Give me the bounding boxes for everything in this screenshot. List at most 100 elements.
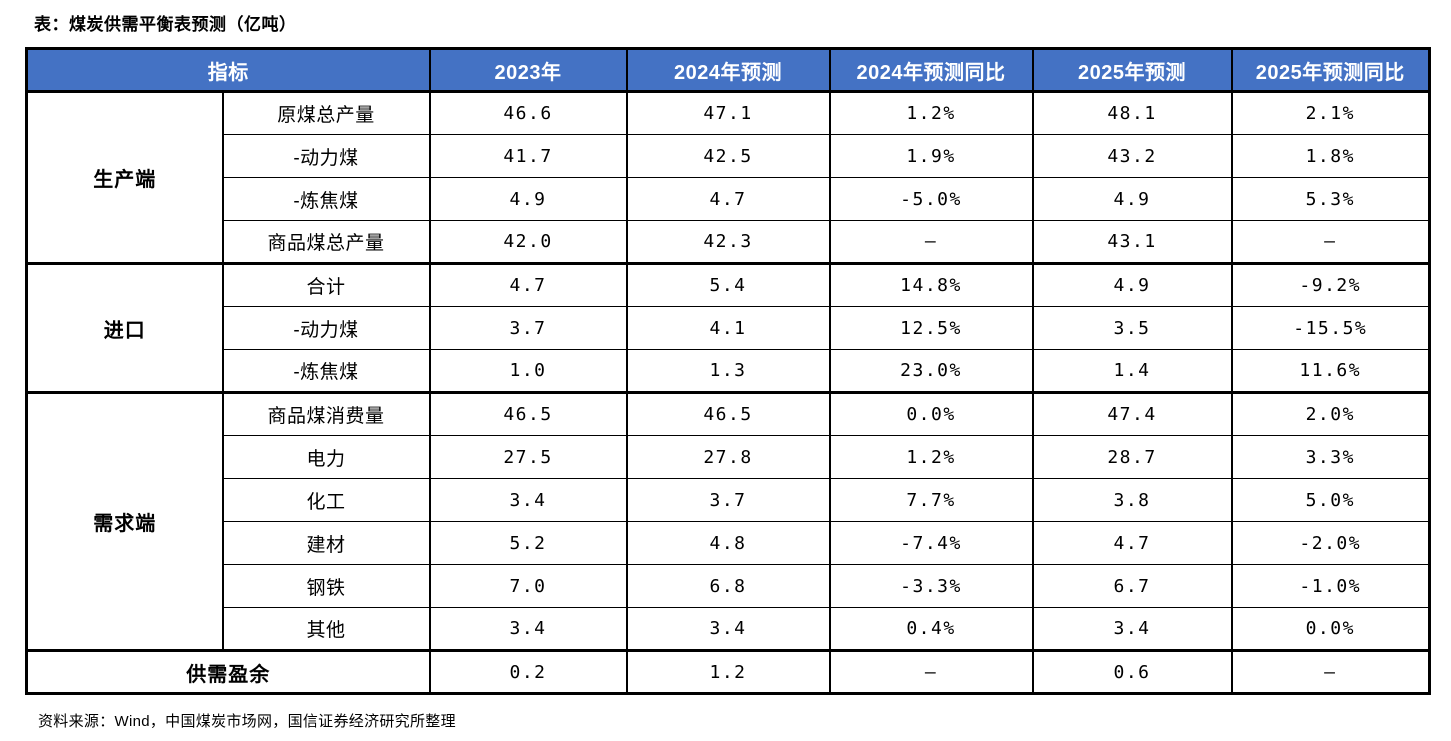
col-header-indicator: 指标	[25, 48, 431, 93]
header-row: 指标 2023年 2024年预测 2024年预测同比 2025年预测 2025年…	[25, 48, 1431, 93]
col-header-2025-forecast: 2025年预测	[1031, 48, 1233, 93]
value-cell: 0.2	[428, 649, 628, 694]
coal-balance-table: 指标 2023年 2024年预测 2024年预测同比 2025年预测 2025年…	[25, 47, 1431, 695]
table-row: 化工 3.4 3.7 7.7% 3.8 5.0%	[27, 478, 1431, 522]
value-cell: 46.5	[428, 391, 628, 436]
value-cell: 4.7	[1031, 521, 1233, 565]
value-cell: 42.3	[625, 220, 831, 264]
value-cell: 5.0%	[1230, 478, 1431, 522]
value-cell: 2.1%	[1230, 90, 1431, 135]
value-cell: 3.7	[428, 306, 628, 350]
value-cell: 0.0%	[1230, 607, 1431, 651]
value-cell: 3.8	[1031, 478, 1233, 522]
value-cell: 5.2	[428, 521, 628, 565]
value-cell: 3.5	[1031, 306, 1233, 350]
item-label: 商品煤消费量	[221, 391, 431, 436]
value-cell: 12.5%	[828, 306, 1034, 350]
value-cell: 42.0	[428, 220, 628, 264]
value-cell: 14.8%	[828, 262, 1034, 307]
table-row: 生产端 原煤总产量 46.6 47.1 1.2% 48.1 2.1%	[25, 90, 1431, 264]
value-cell: 3.7	[625, 478, 831, 522]
item-label: 原煤总产量	[221, 90, 431, 135]
item-label: 其他	[221, 607, 431, 651]
table-row: 需求端 商品煤消费量 46.5 46.5 0.0% 47.4 2.0%	[25, 391, 1431, 651]
value-cell: 3.4	[625, 607, 831, 651]
table-row: 其他 3.4 3.4 0.4% 3.4 0.0%	[27, 607, 1431, 651]
value-cell: -3.3%	[828, 564, 1034, 608]
value-cell: –	[828, 649, 1034, 694]
value-cell: 3.3%	[1230, 435, 1431, 479]
value-cell: 1.2%	[828, 90, 1034, 135]
col-header-2023: 2023年	[428, 48, 628, 93]
table-row: 进口 合计 4.7 5.4 14.8% 4.9 -9.2%	[25, 262, 1431, 393]
value-cell: 27.8	[625, 435, 831, 479]
value-cell: 1.2	[625, 649, 831, 694]
value-cell: 11.6%	[1230, 349, 1431, 393]
table-row: -炼焦煤 1.0 1.3 23.0% 1.4 11.6%	[27, 349, 1431, 393]
value-cell: 48.1	[1031, 90, 1233, 135]
value-cell: -1.0%	[1230, 564, 1431, 608]
value-cell: 4.7	[428, 262, 628, 307]
page-title: 表：煤炭供需平衡表预测（亿吨）	[34, 15, 297, 34]
value-cell: -7.4%	[828, 521, 1034, 565]
value-cell: 42.5	[625, 134, 831, 178]
value-cell: 3.4	[428, 478, 628, 522]
value-cell: 47.4	[1031, 391, 1233, 436]
value-cell: 1.9%	[828, 134, 1034, 178]
value-cell: 4.7	[625, 177, 831, 221]
value-cell: -9.2%	[1230, 262, 1431, 307]
value-cell: 5.3%	[1230, 177, 1431, 221]
table-row: 商品煤总产量 42.0 42.3 – 43.1 –	[27, 220, 1431, 264]
table-row: 电力 27.5 27.8 1.2% 28.7 3.3%	[27, 435, 1431, 479]
value-cell: 2.0%	[1230, 391, 1431, 436]
item-label: 电力	[221, 435, 431, 479]
value-cell: 3.4	[1031, 607, 1233, 651]
table-row: 钢铁 7.0 6.8 -3.3% 6.7 -1.0%	[27, 564, 1431, 608]
item-label: 化工	[221, 478, 431, 522]
value-cell: 5.4	[625, 262, 831, 307]
value-cell: 43.2	[1031, 134, 1233, 178]
group-label-production: 生产端	[25, 90, 224, 264]
value-cell: 4.8	[625, 521, 831, 565]
item-label: -动力煤	[221, 306, 431, 350]
table-row: -动力煤 3.7 4.1 12.5% 3.5 -15.5%	[27, 306, 1431, 350]
table-row: 建材 5.2 4.8 -7.4% 4.7 -2.0%	[27, 521, 1431, 565]
value-cell: 0.0%	[828, 391, 1034, 436]
col-header-2025-yoy: 2025年预测同比	[1230, 48, 1431, 93]
item-label: 合计	[221, 262, 431, 307]
value-cell: -5.0%	[828, 177, 1034, 221]
value-cell: 0.6	[1031, 649, 1233, 694]
value-cell: 3.4	[428, 607, 628, 651]
value-cell: 7.0	[428, 564, 628, 608]
value-cell: 6.7	[1031, 564, 1233, 608]
item-label: -动力煤	[221, 134, 431, 178]
value-cell: 6.8	[625, 564, 831, 608]
item-label: -炼焦煤	[221, 349, 431, 393]
value-cell: 46.5	[625, 391, 831, 436]
value-cell: –	[1230, 649, 1431, 694]
value-cell: 4.9	[1031, 177, 1233, 221]
group-label-demand: 需求端	[25, 391, 224, 651]
value-cell: -2.0%	[1230, 521, 1431, 565]
source-note: 资料来源：Wind，中国煤炭市场网，国信证券经济研究所整理	[38, 713, 456, 730]
value-cell: 1.3	[625, 349, 831, 393]
value-cell: 4.9	[1031, 262, 1233, 307]
col-header-2024-forecast: 2024年预测	[625, 48, 831, 93]
summary-label: 供需盈余	[25, 649, 431, 694]
value-cell: –	[1230, 220, 1431, 264]
value-cell: 41.7	[428, 134, 628, 178]
value-cell: –	[828, 220, 1034, 264]
value-cell: 47.1	[625, 90, 831, 135]
value-cell: 0.4%	[828, 607, 1034, 651]
table-row: -动力煤 41.7 42.5 1.9% 43.2 1.8%	[27, 134, 1431, 178]
value-cell: 43.1	[1031, 220, 1233, 264]
value-cell: 28.7	[1031, 435, 1233, 479]
value-cell: 4.9	[428, 177, 628, 221]
value-cell: 27.5	[428, 435, 628, 479]
value-cell: 1.2%	[828, 435, 1034, 479]
value-cell: 4.1	[625, 306, 831, 350]
table-row: -炼焦煤 4.9 4.7 -5.0% 4.9 5.3%	[27, 177, 1431, 221]
value-cell: -15.5%	[1230, 306, 1431, 350]
value-cell: 1.0	[428, 349, 628, 393]
col-header-2024-yoy: 2024年预测同比	[828, 48, 1034, 93]
